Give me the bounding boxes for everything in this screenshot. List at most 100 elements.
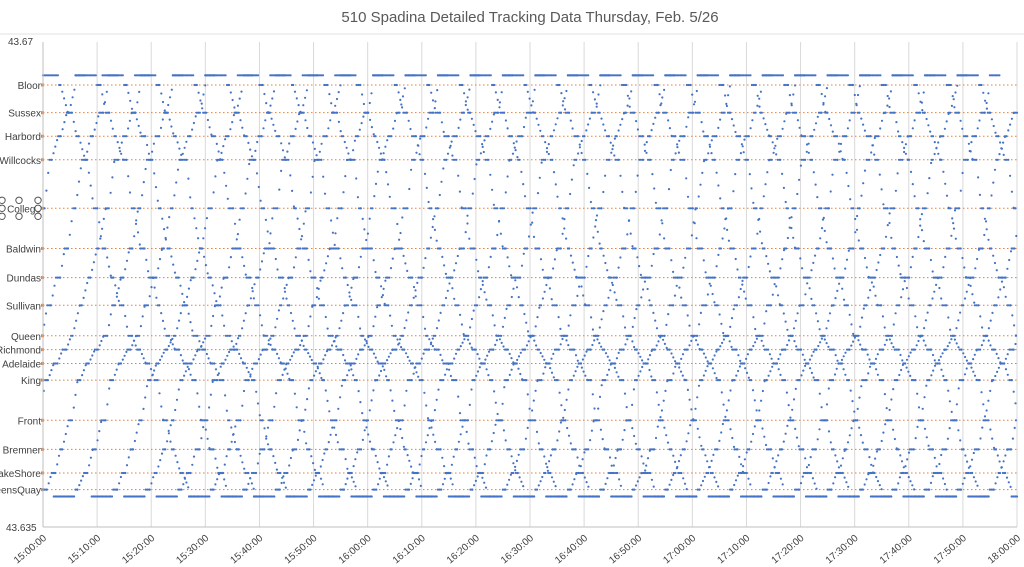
data-point: [120, 471, 124, 475]
data-point: [324, 389, 327, 392]
data-point: [230, 340, 233, 343]
data-point: [765, 255, 768, 258]
data-point: [378, 467, 381, 470]
data-point: [208, 334, 211, 337]
data-point: [713, 158, 716, 161]
data-point: [976, 74, 979, 77]
data-point: [820, 406, 823, 409]
data-point: [272, 123, 275, 126]
data-point: [613, 154, 616, 157]
data-point: [419, 484, 422, 487]
data-point: [496, 98, 499, 101]
data-point: [242, 362, 245, 365]
data-point: [583, 135, 586, 138]
data-point: [230, 440, 233, 443]
data-point: [120, 304, 123, 307]
data-point: [181, 379, 184, 382]
data-point: [289, 456, 292, 460]
data-point: [220, 151, 223, 154]
data-point: [410, 168, 413, 171]
data-point: [363, 419, 366, 422]
data-point: [286, 150, 289, 153]
data-point: [414, 366, 417, 369]
data-point: [649, 158, 652, 161]
data-point: [357, 83, 360, 87]
data-point: [229, 207, 232, 210]
data-point: [925, 247, 928, 250]
data-point: [96, 439, 99, 442]
data-point: [410, 465, 413, 468]
data-point: [125, 83, 128, 87]
data-point: [401, 419, 404, 422]
data-point: [461, 341, 464, 344]
data-point: [471, 192, 474, 195]
data-point: [643, 143, 646, 146]
data-point: [216, 373, 219, 377]
data-point: [98, 111, 101, 114]
data-point: [592, 91, 595, 94]
data-point: [481, 471, 485, 475]
data-point: [203, 337, 207, 340]
data-point: [882, 83, 885, 87]
data-point: [401, 106, 404, 109]
data-point: [1009, 304, 1012, 307]
data-point: [288, 379, 291, 382]
data-point: [350, 158, 353, 161]
data-point: [897, 448, 900, 451]
data-point: [243, 264, 246, 267]
data-point: [255, 276, 258, 279]
data-point: [900, 276, 903, 279]
data-point: [181, 74, 184, 77]
data-point: [973, 158, 976, 161]
data-point: [470, 388, 473, 391]
data-point: [367, 433, 370, 436]
data-point: [166, 348, 169, 351]
data-point: [365, 426, 368, 429]
data-point: [300, 339, 303, 342]
data-point: [89, 135, 92, 138]
data-point: [124, 471, 127, 475]
data-point: [754, 83, 758, 87]
data-point: [749, 483, 752, 486]
data-point: [340, 384, 343, 387]
data-point: [389, 267, 393, 270]
data-point: [625, 406, 628, 409]
data-point: [581, 158, 585, 161]
data-point: [432, 218, 435, 221]
data-point: [516, 156, 519, 159]
data-point: [786, 328, 789, 331]
data-point: [600, 345, 603, 348]
data-point: [361, 438, 364, 441]
data-point: [218, 295, 221, 298]
data-point: [353, 139, 356, 142]
data-point: [332, 340, 335, 343]
data-point: [895, 255, 899, 259]
data-point: [365, 340, 368, 343]
data-point: [444, 272, 447, 275]
data-point: [154, 135, 157, 138]
data-point: [179, 158, 183, 161]
data-point: [589, 200, 593, 204]
data-point: [704, 454, 707, 457]
data-point: [587, 74, 590, 77]
data-point: [86, 471, 89, 475]
data-point: [810, 471, 813, 475]
data-point: [196, 334, 199, 337]
data-point: [378, 146, 381, 149]
data-point: [523, 312, 526, 316]
data-point: [402, 111, 405, 114]
data-point: [470, 317, 473, 321]
data-point: [263, 448, 266, 451]
data-point: [403, 111, 407, 114]
data-point: [87, 362, 90, 365]
data-point: [275, 135, 278, 138]
data-point: [508, 304, 512, 307]
data-point: [298, 334, 302, 337]
data-point: [840, 362, 844, 365]
data-point: [922, 419, 925, 422]
data-point: [653, 83, 656, 87]
data-point: [684, 304, 688, 307]
data-point: [893, 348, 896, 351]
data-point: [337, 120, 340, 123]
data-point: [473, 484, 476, 487]
